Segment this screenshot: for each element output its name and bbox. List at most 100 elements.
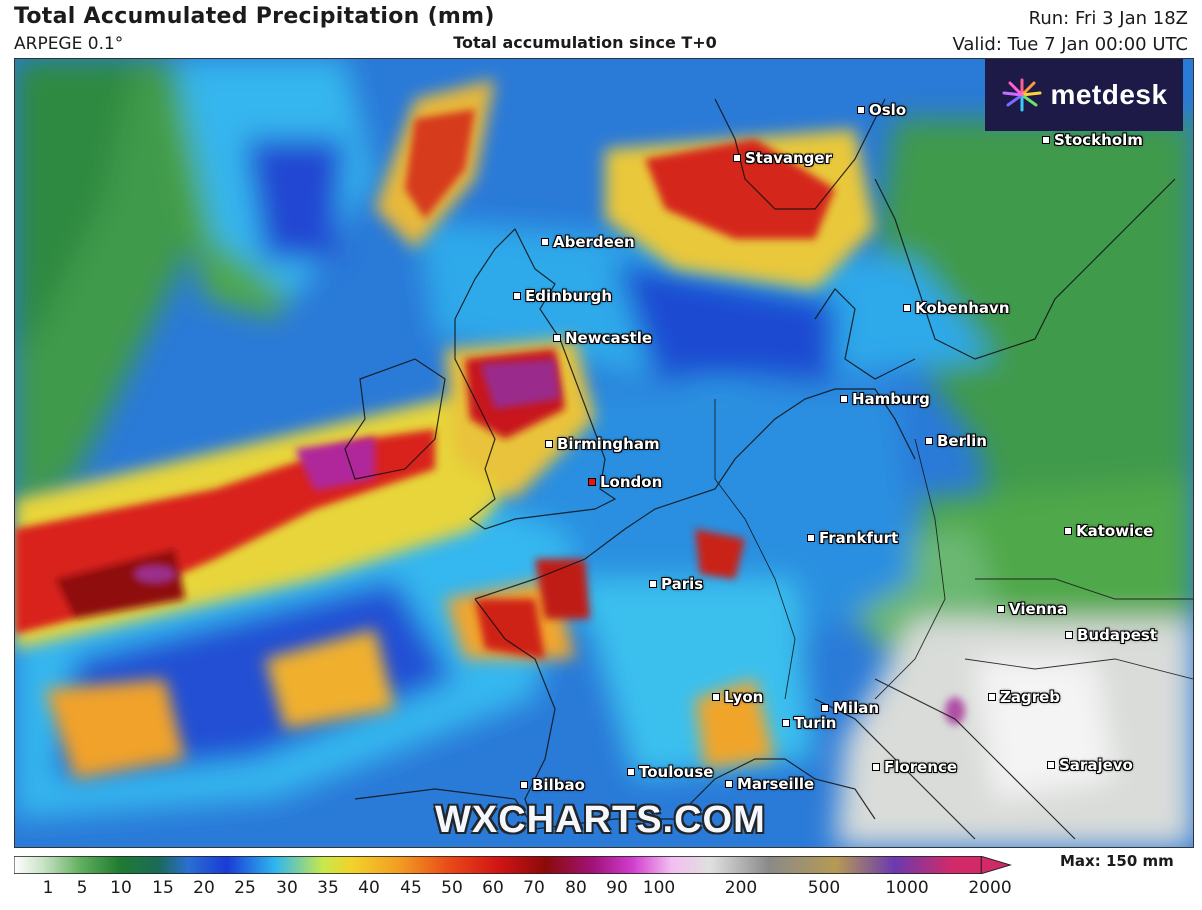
city-label-london[interactable]: London: [588, 473, 662, 491]
city-name: Zagreb: [1000, 688, 1061, 706]
legend-tick: 15: [152, 878, 174, 898]
city-name: Marseille: [737, 775, 815, 793]
city-marker: [725, 780, 733, 788]
city-name: Stavanger: [745, 149, 832, 167]
city-name: Oslo: [869, 101, 907, 119]
city-marker: [649, 580, 657, 588]
legend-tick: 20: [193, 878, 215, 898]
city-label-sarajevo[interactable]: Sarajevo: [1047, 756, 1133, 774]
wxcharts-watermark: WXCHARTS.COM: [435, 799, 766, 841]
city-label-stavanger[interactable]: Stavanger: [733, 149, 832, 167]
run-time-label: Run: Fri 3 Jan 18Z: [1028, 8, 1188, 29]
city-label-zagreb[interactable]: Zagreb: [988, 688, 1060, 706]
city-marker: [1064, 527, 1072, 535]
city-marker: [872, 763, 880, 771]
city-marker: [545, 440, 553, 448]
city-label-bilbao[interactable]: Bilbao: [520, 776, 585, 794]
legend-tick: 25: [234, 878, 256, 898]
legend-tick: 35: [317, 878, 339, 898]
city-label-frankfurt[interactable]: Frankfurt: [807, 529, 898, 547]
valid-time-label: Valid: Tue 7 Jan 00:00 UTC: [952, 34, 1188, 55]
legend-tick: 500: [807, 878, 841, 898]
city-marker: [513, 292, 521, 300]
metdesk-logo-text: metdesk: [1050, 79, 1168, 110]
legend-tick: 60: [482, 878, 504, 898]
city-name: Vienna: [1009, 600, 1068, 618]
city-marker: [925, 437, 933, 445]
city-name: Aberdeen: [553, 233, 635, 251]
legend-tick: 10: [110, 878, 132, 898]
city-marker: [840, 395, 848, 403]
legend-max-label: Max: 150 mm: [1060, 852, 1174, 870]
city-marker: [988, 693, 996, 701]
city-marker: [807, 534, 815, 542]
metdesk-burst-logo-icon: [1002, 78, 1042, 112]
legend-tick: 80: [565, 878, 587, 898]
city-marker: [782, 719, 790, 727]
city-label-milan[interactable]: Milan: [821, 699, 879, 717]
city-label-paris[interactable]: Paris: [649, 575, 703, 593]
city-name: Birmingham: [557, 435, 660, 453]
city-label-budapest[interactable]: Budapest: [1065, 626, 1157, 644]
city-marker: [733, 154, 741, 162]
city-label-kobenhavn[interactable]: Kobenhavn: [903, 299, 1010, 317]
city-name: Kobenhavn: [915, 299, 1010, 317]
city-name: Berlin: [937, 432, 987, 450]
legend-tick: 45: [400, 878, 422, 898]
city-label-toulouse[interactable]: Toulouse: [627, 763, 713, 781]
legend-tick-labels: 1 5 10 15 20 25 30 35 40 45 50 60 70 80 …: [0, 878, 1202, 902]
city-name: Katowice: [1076, 522, 1154, 540]
city-marker: [821, 704, 829, 712]
city-label-birmingham[interactable]: Birmingham: [545, 435, 660, 453]
legend-tick: 30: [276, 878, 298, 898]
city-label-aberdeen[interactable]: Aberdeen: [541, 233, 635, 251]
capital-marker: [588, 478, 596, 486]
city-name: Frankfurt: [819, 529, 899, 547]
chart-subtitle: Total accumulation since T+0: [453, 33, 717, 52]
city-marker: [627, 768, 635, 776]
city-label-florence[interactable]: Florence: [872, 758, 957, 776]
city-marker: [1042, 136, 1050, 144]
city-label-lyon[interactable]: Lyon: [712, 688, 763, 706]
city-name: Lyon: [724, 688, 764, 706]
city-label-turin[interactable]: Turin: [782, 714, 836, 732]
metdesk-logo[interactable]: metdesk: [985, 59, 1183, 131]
city-label-berlin[interactable]: Berlin: [925, 432, 987, 450]
legend-tick: 70: [523, 878, 545, 898]
city-marker: [1047, 761, 1055, 769]
city-name: Milan: [833, 699, 880, 717]
city-marker: [997, 605, 1005, 613]
legend-tick: 1000: [885, 878, 929, 898]
city-label-marseille[interactable]: Marseille: [725, 775, 814, 793]
legend-tick: 1: [42, 878, 54, 898]
legend-tick: 100: [642, 878, 676, 898]
legend-tick: 2000: [968, 878, 1012, 898]
city-label-oslo[interactable]: Oslo: [857, 101, 906, 119]
precipitation-field: [15, 59, 1193, 847]
chart-title: Total Accumulated Precipitation (mm): [14, 4, 495, 29]
legend-tick: 40: [358, 878, 380, 898]
city-label-vienna[interactable]: Vienna: [997, 600, 1067, 618]
city-marker: [1065, 631, 1073, 639]
legend-color-scale: [14, 856, 1013, 874]
city-name: Toulouse: [639, 763, 714, 781]
city-name: Budapest: [1077, 626, 1157, 644]
city-name: Hamburg: [852, 390, 930, 408]
city-label-edinburgh[interactable]: Edinburgh: [513, 287, 612, 305]
city-name: Sarajevo: [1059, 756, 1133, 774]
city-name: Bilbao: [532, 776, 585, 794]
city-marker: [857, 106, 865, 114]
legend-tick: 200: [724, 878, 758, 898]
city-marker: [541, 238, 549, 246]
city-label-newcastle[interactable]: Newcastle: [553, 329, 652, 347]
city-name: Turin: [794, 714, 837, 732]
city-marker: [903, 304, 911, 312]
city-name: Paris: [661, 575, 704, 593]
city-label-hamburg[interactable]: Hamburg: [840, 390, 930, 408]
city-name: Newcastle: [565, 329, 653, 347]
model-label: ARPEGE 0.1°: [14, 34, 124, 54]
city-label-stockholm[interactable]: Stockholm: [1042, 131, 1143, 149]
city-label-katowice[interactable]: Katowice: [1064, 522, 1153, 540]
precipitation-map[interactable]: metdesk Oslo Stockholm Stavanger Aberdee…: [14, 58, 1194, 848]
city-name: Florence: [884, 758, 958, 776]
